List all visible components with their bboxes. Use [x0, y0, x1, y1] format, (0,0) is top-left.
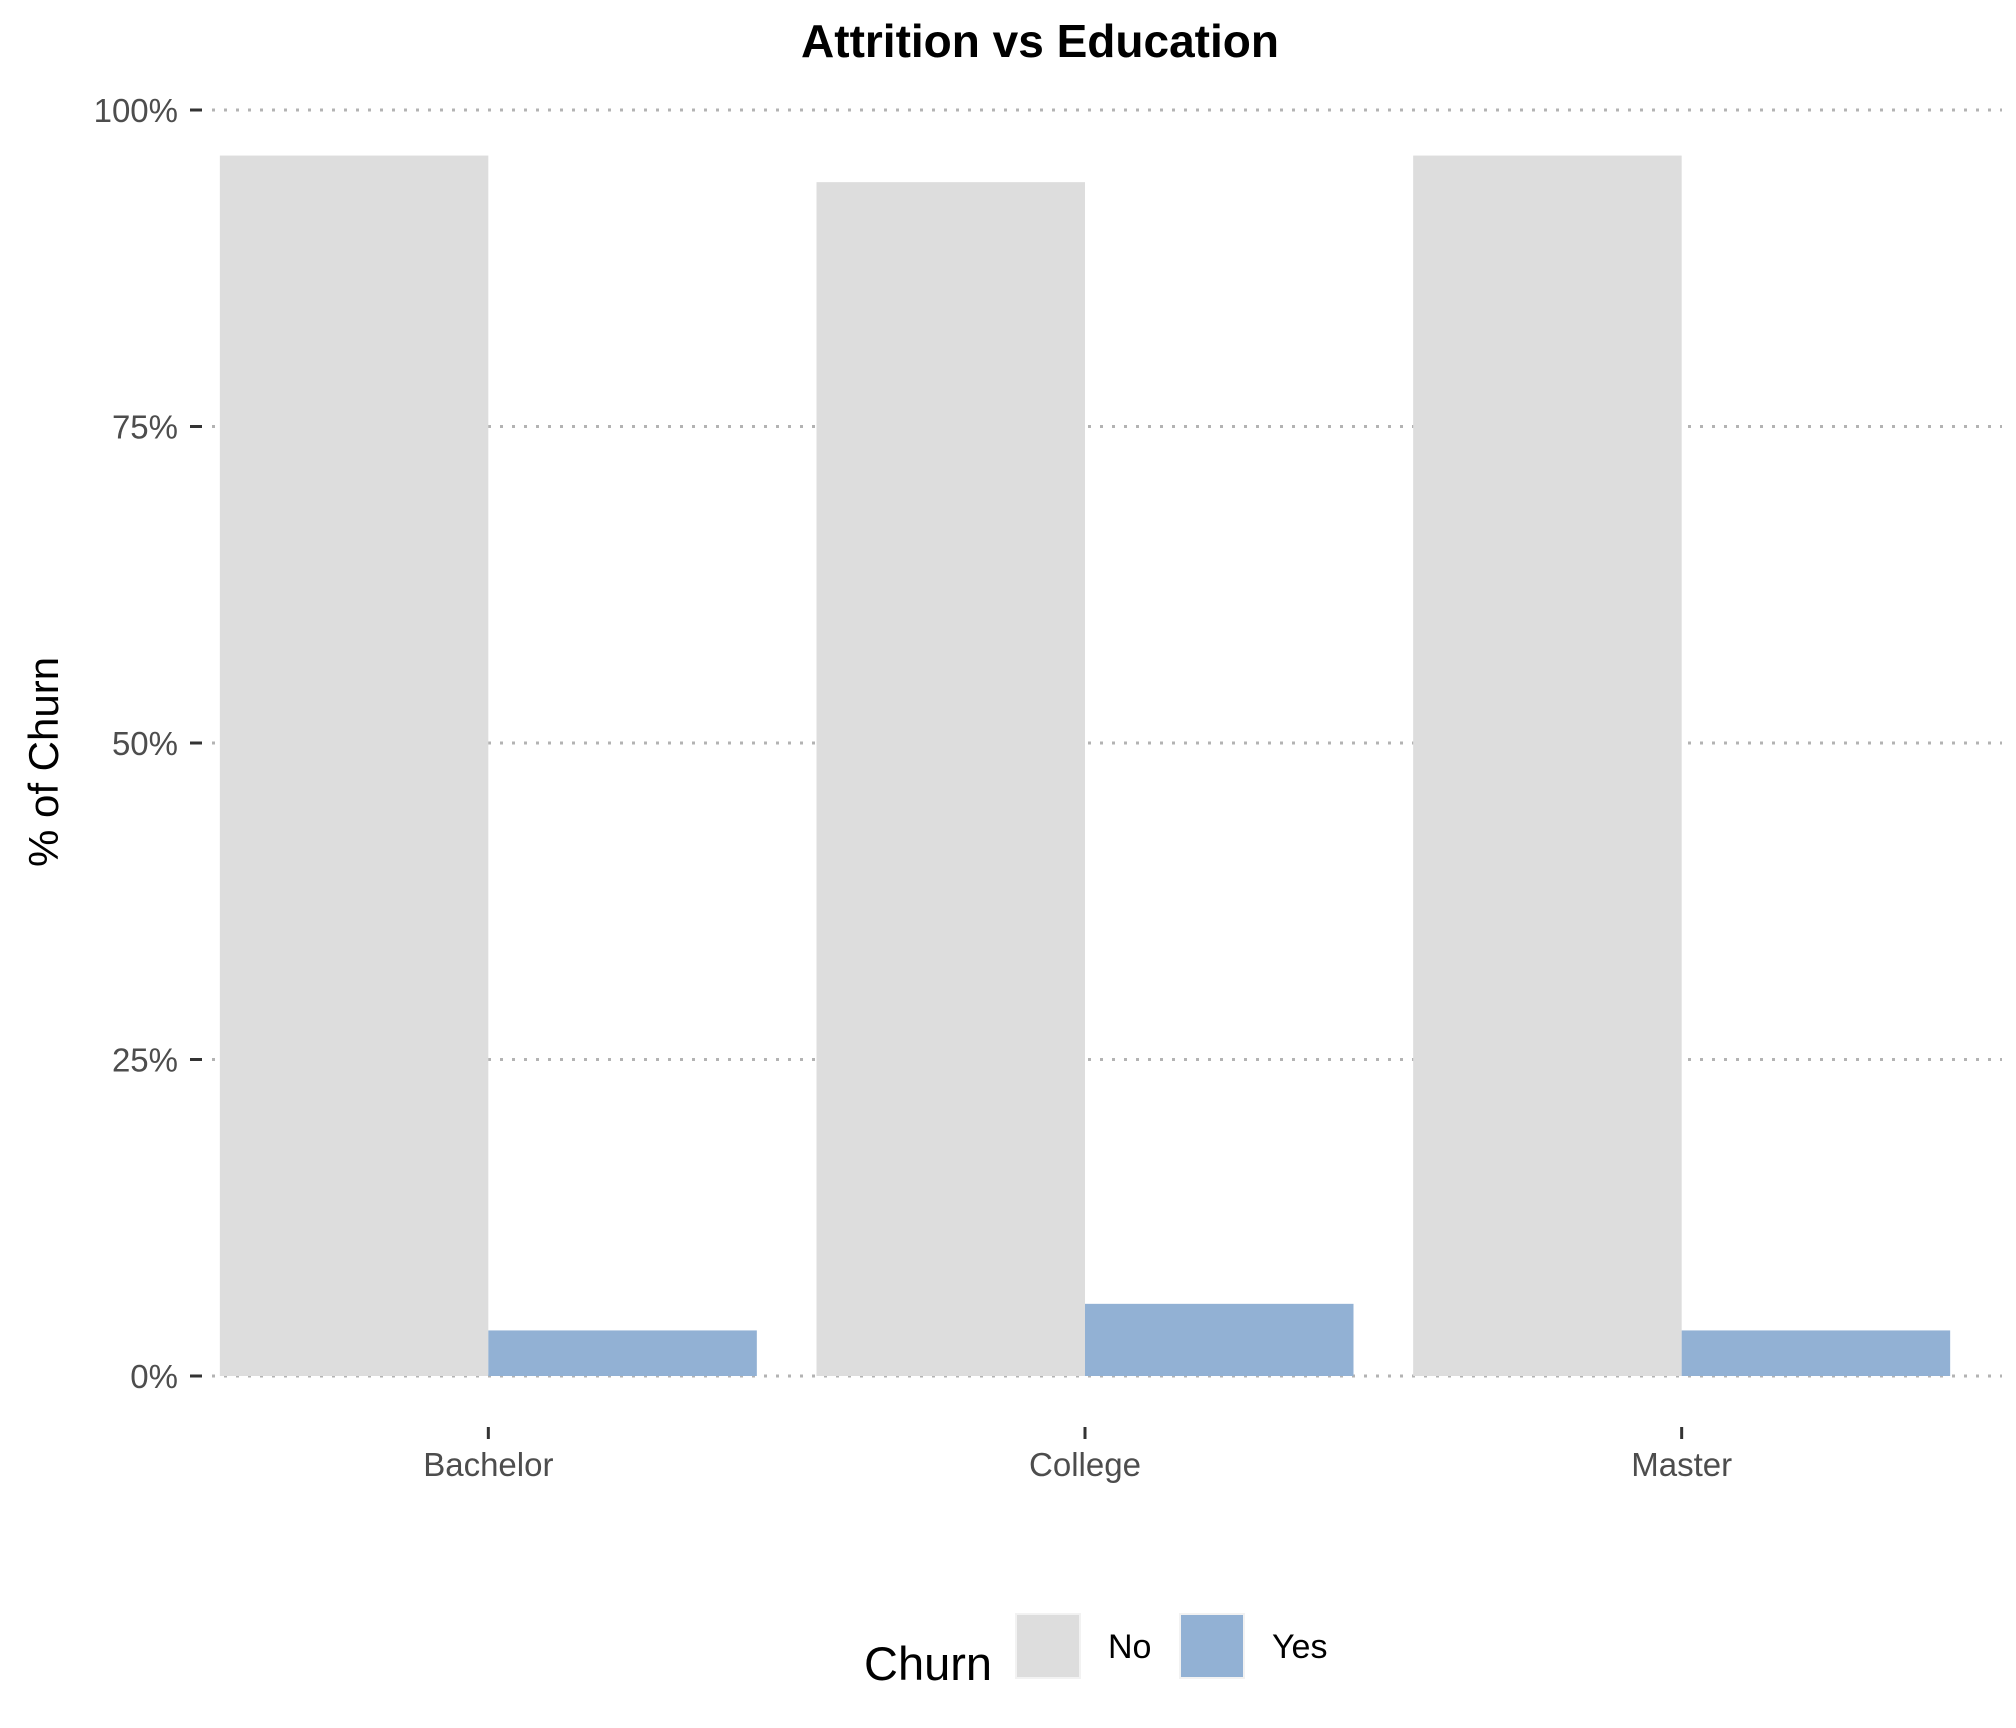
- bar-no-bachelor: [219, 155, 489, 1376]
- legend-key-no: [1015, 1613, 1081, 1679]
- legend-title: Churn: [864, 1637, 992, 1690]
- x-axis: Bachelor College Master: [423, 1427, 1732, 1483]
- legend-key-yes: [1179, 1613, 1245, 1679]
- bar-no-college: [816, 182, 1085, 1377]
- x-tick-label: Bachelor: [423, 1446, 553, 1483]
- bar-yes-bachelor: [488, 1330, 757, 1376]
- legend: Churn No Yes: [864, 1613, 1327, 1690]
- y-axis: 0% 25% 50% 75% 100%: [94, 92, 202, 1395]
- bar-yes-college: [1085, 1303, 1354, 1376]
- y-tick-label: 25%: [112, 1042, 178, 1079]
- y-axis-title: % of Churn: [20, 657, 67, 867]
- y-tick-label: 0%: [130, 1358, 178, 1395]
- bar-yes-master: [1681, 1330, 1951, 1376]
- y-tick-label: 50%: [112, 725, 178, 762]
- bars: [219, 155, 1951, 1377]
- y-tick-label: 100%: [94, 92, 178, 129]
- x-tick-label: College: [1029, 1446, 1141, 1483]
- chart-title: Attrition vs Education: [801, 15, 1279, 67]
- legend-label-yes: Yes: [1272, 1628, 1327, 1666]
- x-tick-label: Master: [1631, 1446, 1732, 1483]
- bar-no-master: [1413, 155, 1682, 1376]
- y-tick-label: 75%: [112, 409, 178, 446]
- legend-label-no: No: [1108, 1628, 1151, 1666]
